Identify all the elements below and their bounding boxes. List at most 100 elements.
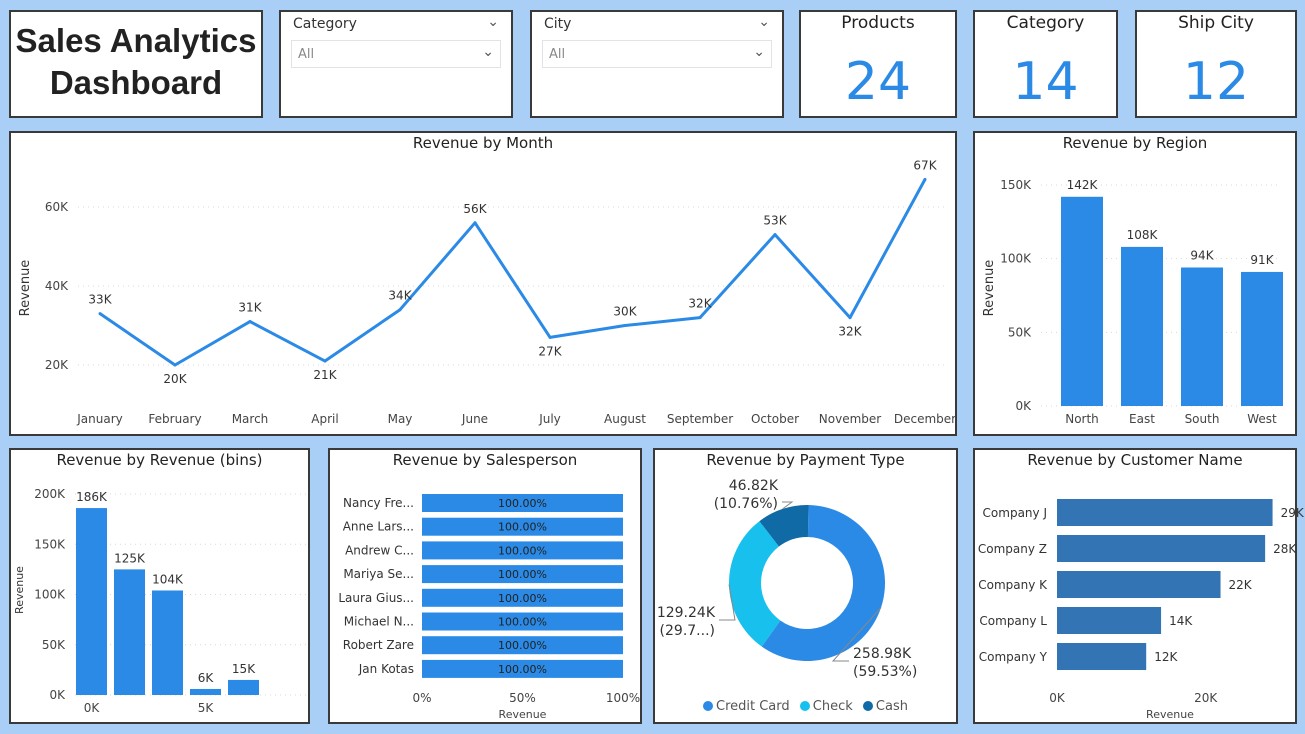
- donut-slice: [761, 505, 885, 661]
- y-tick-label: 50K: [1008, 325, 1032, 339]
- data-label: 100.00%: [498, 592, 547, 605]
- y-tick-label: Company Z: [978, 542, 1047, 556]
- bar: [422, 494, 623, 512]
- revenue-by-payment-plot: 258.98K (59.53%) 129.24K (29.7...) 46.82K (10…: [657, 478, 917, 680]
- leader-line: [782, 501, 794, 510]
- revenue-by-month-plot: 20K 40K 60K Revenue 33K January 20K February 31K…: [18, 158, 956, 426]
- data-label: 28K: [1273, 542, 1297, 556]
- data-point: [773, 233, 777, 237]
- revenue-by-month-chart[interactable]: Revenue by Month 20K 40K 60K Revenue 33K Janu…: [9, 131, 957, 436]
- chevron-down-icon[interactable]: ⌄: [753, 44, 765, 60]
- data-label: 33K: [88, 293, 112, 307]
- legend-label: Credit Card: [716, 699, 790, 714]
- category-slicer-label: Category: [293, 16, 357, 32]
- legend-label: Check: [812, 699, 853, 714]
- revenue-by-bins-chart[interactable]: Revenue by Revenue (bins) 0K 50K 100K 150K 2…: [9, 448, 310, 724]
- data-label: 258.98K: [853, 646, 912, 662]
- y-tick-label: Mariya Se...: [343, 567, 414, 581]
- data-label: 100.00%: [498, 544, 547, 557]
- ship-city-card-label: Ship City: [1178, 13, 1254, 33]
- data-label: 21K: [313, 368, 337, 382]
- chevron-down-icon[interactable]: ⌄: [487, 14, 499, 30]
- category-card-value: 14: [1012, 52, 1079, 112]
- data-label: 31K: [238, 301, 262, 315]
- chevron-down-icon[interactable]: ⌄: [482, 44, 494, 60]
- city-slicer-label: City: [544, 16, 572, 32]
- data-label: 34K: [388, 289, 412, 303]
- leader-line: [719, 584, 736, 621]
- y-tick-label: 40K: [45, 279, 69, 293]
- y-axis-label: Revenue: [13, 566, 26, 614]
- y-tick-label: Michael N...: [344, 615, 414, 629]
- x-tick-label: October: [751, 412, 799, 426]
- city-dropdown[interactable]: All ⌄: [542, 40, 772, 68]
- chart-title: Revenue by Month: [412, 134, 554, 152]
- x-tick-label: November: [819, 412, 881, 426]
- city-slicer[interactable]: City ⌄ All ⌄: [530, 10, 784, 118]
- x-tick-label: North: [1065, 412, 1099, 426]
- legend-item-check[interactable]: Check: [799, 699, 853, 714]
- bar: [190, 688, 221, 695]
- data-label: 6K: [198, 671, 215, 685]
- chart-title: Revenue by Customer Name: [1027, 451, 1243, 469]
- x-tick-label: 50%: [509, 691, 536, 705]
- x-tick-label: June: [461, 412, 488, 426]
- revenue-by-salesperson-plot: Nancy Fre... 100.00% Anne Lars... 100.00% An…: [338, 494, 640, 721]
- data-label: 125K: [114, 551, 146, 565]
- data-label: 46.82K: [729, 478, 779, 494]
- revenue-by-region-chart[interactable]: Revenue by Region 0K 50K 100K 150K Revenue 14…: [973, 131, 1297, 436]
- data-label: 91K: [1250, 253, 1274, 267]
- data-label: 12K: [1154, 650, 1178, 664]
- data-label: 129.24K: [657, 605, 716, 621]
- y-tick-label: Company Y: [979, 650, 1048, 664]
- category-dropdown[interactable]: All ⌄: [291, 40, 501, 68]
- data-label-pct: (29.7...): [660, 623, 715, 639]
- data-label: 32K: [688, 297, 712, 311]
- bar: [422, 541, 623, 560]
- legend-dot: [703, 701, 713, 711]
- data-label: 142K: [1067, 178, 1099, 192]
- dashboard-title: Sales Analytics Dashboard: [11, 12, 261, 104]
- chevron-down-icon[interactable]: ⌄: [758, 14, 770, 30]
- revenue-by-payment-chart[interactable]: Revenue by Payment Type 258.98K (59.53%) 1…: [653, 448, 958, 724]
- donut-slice: [759, 505, 809, 547]
- data-point: [473, 221, 477, 225]
- bar: [422, 588, 623, 607]
- bar: [422, 659, 623, 678]
- bar: [1057, 499, 1273, 526]
- data-point: [248, 320, 252, 324]
- data-point: [398, 308, 402, 312]
- bar: [1057, 643, 1147, 670]
- legend-label: Cash: [875, 699, 908, 714]
- legend-item-cash[interactable]: Cash: [862, 699, 908, 714]
- y-tick-label: Andrew C...: [345, 543, 414, 557]
- x-tick-label: 0%: [412, 691, 431, 705]
- data-point: [698, 316, 702, 320]
- bar: [1057, 607, 1162, 634]
- title-panel: Sales Analytics Dashboard: [9, 10, 263, 118]
- title-line-1: Sales Analytics: [15, 22, 257, 59]
- x-tick-label: April: [311, 412, 338, 426]
- data-point: [98, 312, 102, 316]
- data-point: [173, 363, 177, 367]
- title-line-2: Dashboard: [49, 64, 223, 101]
- data-label: 100.00%: [498, 497, 547, 510]
- y-tick-label: 20K: [45, 358, 69, 372]
- x-tick-label: December: [894, 412, 956, 426]
- category-slicer[interactable]: Category ⌄ All ⌄: [279, 10, 513, 118]
- data-label: 56K: [463, 202, 487, 216]
- data-label: 100.00%: [498, 616, 547, 629]
- x-tick-label: South: [1185, 412, 1220, 426]
- data-label: 15K: [232, 662, 256, 676]
- x-tick-label: May: [388, 412, 413, 426]
- legend-item-credit-card[interactable]: Credit Card: [703, 699, 790, 714]
- revenue-by-customer-plot: Company J 29K Company Z 28K Company K 22K Comp…: [978, 499, 1305, 721]
- data-label: 67K: [913, 158, 937, 172]
- y-tick-label: Nancy Fre...: [343, 496, 414, 510]
- x-tick-label: August: [604, 412, 646, 426]
- ship-city-card-value: 12: [1182, 52, 1250, 112]
- revenue-by-salesperson-chart[interactable]: Revenue by Salesperson Nancy Fre... 100.0…: [328, 448, 642, 724]
- data-label: 94K: [1190, 249, 1214, 263]
- data-label: 186K: [76, 490, 108, 504]
- revenue-by-customer-chart[interactable]: Revenue by Customer Name Company J 29K Com…: [973, 448, 1305, 724]
